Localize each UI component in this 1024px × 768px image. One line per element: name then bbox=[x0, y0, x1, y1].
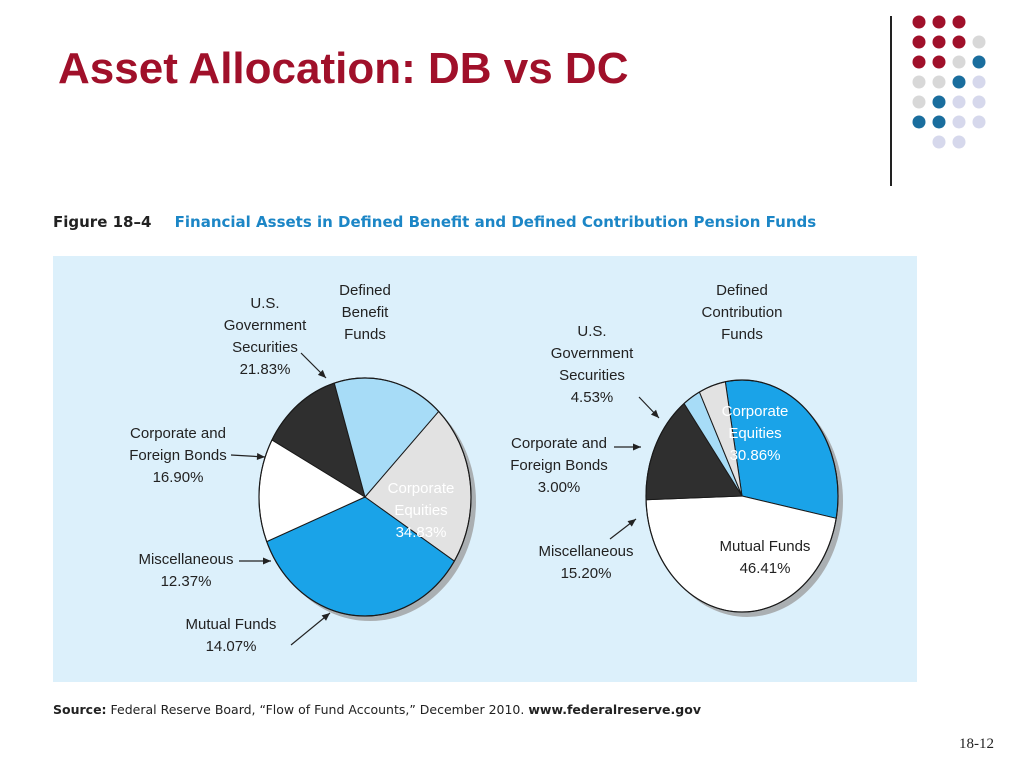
decorative-dot bbox=[932, 95, 946, 109]
decorative-dot bbox=[952, 15, 966, 29]
decorative-dot bbox=[932, 135, 946, 149]
page-number: 18-12 bbox=[959, 736, 994, 752]
decorative-dot bbox=[952, 35, 966, 49]
decorative-dot bbox=[912, 15, 926, 29]
decorative-dot bbox=[932, 55, 946, 69]
chart-title: Defined Contribution Funds bbox=[702, 282, 783, 343]
slice-label: Corporate Equities 34.83% bbox=[388, 480, 455, 541]
decorative-dot bbox=[932, 15, 946, 29]
decorative-dot bbox=[912, 115, 926, 129]
slice-label: Mutual Funds 14.07% bbox=[186, 616, 277, 655]
decorative-dot bbox=[972, 55, 986, 69]
decorative-dot bbox=[932, 75, 946, 89]
slice-label: Corporate and Foreign Bonds 3.00% bbox=[510, 435, 608, 496]
figure-caption: Financial Assets in Defined Benefit and … bbox=[174, 213, 817, 231]
pie-outline bbox=[645, 379, 839, 613]
chart-title: Defined Benefit Funds bbox=[339, 282, 391, 343]
pie-charts: Defined Benefit Funds U.S. Government Securit… bbox=[129, 282, 843, 655]
label-pointer-line bbox=[290, 612, 331, 646]
slide-title: Asset Allocation: DB vs DC bbox=[58, 44, 629, 93]
figure-heading: Figure 18–4 Financial Assets in Defined … bbox=[53, 213, 816, 231]
source-label: Source: bbox=[53, 702, 107, 717]
divider-line bbox=[890, 16, 892, 186]
decorative-dot bbox=[912, 95, 926, 109]
label-pointer-arrowhead bbox=[633, 443, 641, 451]
label-pointer-arrowhead bbox=[627, 519, 636, 527]
decorative-dot bbox=[952, 135, 966, 149]
pie-outline bbox=[258, 377, 472, 617]
slice-label: Mutual Funds 46.41% bbox=[720, 538, 811, 577]
label-pointer-arrowhead bbox=[256, 453, 265, 461]
decorative-dot-grid bbox=[912, 15, 986, 149]
label-pointer-arrowhead bbox=[263, 557, 271, 565]
slice-label: U.S. Government Securities 4.53% bbox=[551, 323, 634, 406]
slice-label: Corporate and Foreign Bonds 16.90% bbox=[129, 425, 227, 486]
decorative-dot bbox=[972, 75, 986, 89]
decorative-dot bbox=[912, 35, 926, 49]
decorative-dot bbox=[972, 115, 986, 129]
figure-number: Figure 18–4 bbox=[53, 213, 152, 231]
slice-label: Miscellaneous 12.37% bbox=[138, 551, 233, 590]
decorative-dot bbox=[972, 95, 986, 109]
decorative-dot bbox=[912, 75, 926, 89]
decorative-dot bbox=[952, 75, 966, 89]
slice-label: U.S. Government Securities 21.83% bbox=[224, 295, 307, 378]
decorative-dot bbox=[932, 115, 946, 129]
decorative-dot bbox=[972, 35, 986, 49]
label-pointer-arrowhead bbox=[650, 409, 659, 418]
label-pointer-arrowhead bbox=[321, 613, 330, 621]
decorative-dot bbox=[952, 95, 966, 109]
slice-label: Miscellaneous 15.20% bbox=[538, 543, 633, 582]
pie-chart-1: Defined Benefit Funds U.S. Government Securit… bbox=[129, 282, 476, 655]
decorative-dot bbox=[932, 35, 946, 49]
slice-label: Corporate Equities 30.86% bbox=[722, 403, 789, 464]
chart-panel: Defined Benefit Funds U.S. Government Securit… bbox=[53, 256, 917, 682]
pie-chart-2: Defined Contribution Funds Corporate Equitie… bbox=[510, 282, 843, 617]
source-text: Federal Reserve Board, “Flow of Fund Acc… bbox=[110, 702, 525, 717]
decorative-dot bbox=[912, 55, 926, 69]
source-note: Source: Federal Reserve Board, “Flow of … bbox=[53, 702, 701, 717]
label-pointer-arrowhead bbox=[317, 369, 326, 378]
decorative-dot bbox=[952, 115, 966, 129]
source-url: www.federalreserve.gov bbox=[528, 702, 701, 717]
decorative-dot bbox=[952, 55, 966, 69]
